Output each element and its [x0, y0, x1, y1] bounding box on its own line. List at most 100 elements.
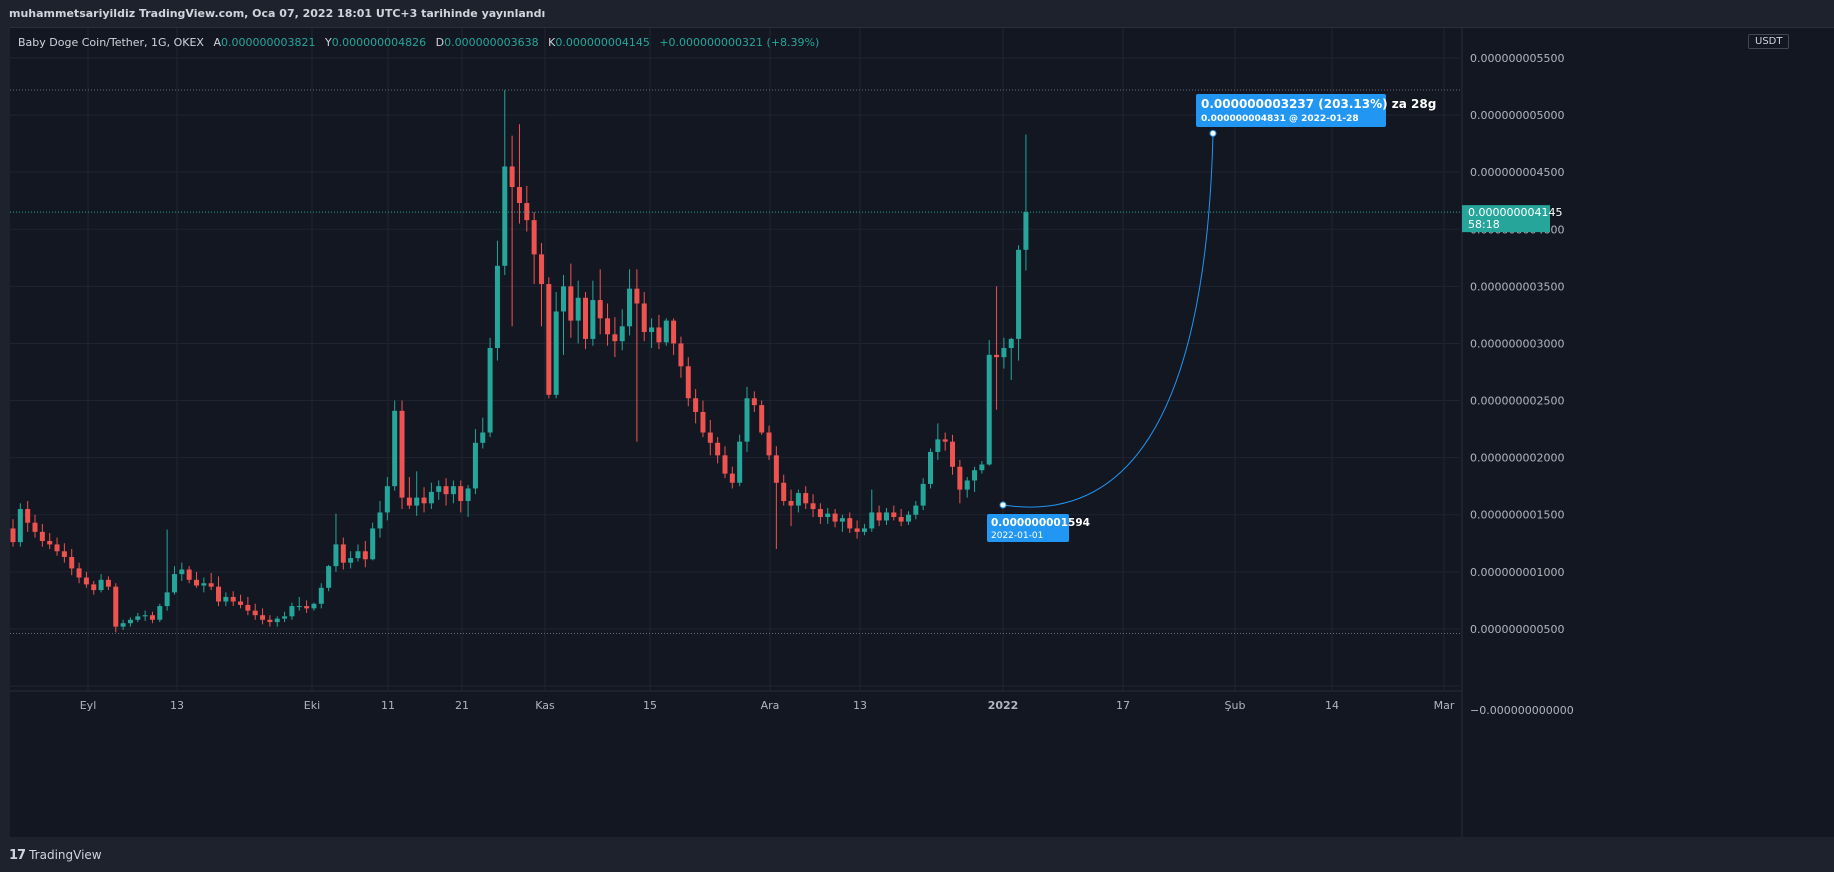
- tradingview-logo[interactable]: 17 TradingView: [9, 847, 102, 863]
- candle-body: [671, 320, 677, 344]
- candle-body: [223, 596, 229, 602]
- candle-body: [737, 441, 743, 483]
- candle-body: [854, 528, 860, 532]
- candle-body: [436, 486, 442, 492]
- candle-body: [296, 606, 302, 608]
- candle-body: [715, 442, 721, 456]
- candle-body: [839, 518, 845, 522]
- candle-body: [370, 528, 376, 560]
- chart-svg[interactable]: 0.000000005500 0.000000005000 0.0000000045…: [10, 28, 1834, 838]
- candle-body: [10, 528, 16, 543]
- candle-body: [693, 398, 699, 412]
- candle-body: [707, 432, 713, 443]
- measure-end-point: [1209, 129, 1217, 137]
- candle-body: [590, 300, 596, 339]
- candle-body: [171, 574, 177, 593]
- candle-body: [942, 439, 948, 442]
- high-value: 0.000000004826: [331, 36, 427, 49]
- candle-body: [91, 584, 97, 591]
- candle-body: [1001, 348, 1007, 358]
- candle-body: [157, 606, 163, 620]
- candle-body: [913, 505, 919, 515]
- candle-body: [252, 610, 258, 616]
- candle-body: [634, 288, 640, 304]
- currency-button[interactable]: USDT: [1748, 34, 1790, 49]
- candle-body: [450, 486, 456, 495]
- candle-body: [311, 603, 317, 609]
- measure-detail: 0.000000004831 @ 2022-01-28: [1201, 114, 1359, 124]
- candle-body: [773, 455, 779, 483]
- candle-body: [260, 615, 266, 620]
- chart-area[interactable]: 0.000000005500 0.000000005000 0.0000000045…: [10, 27, 1834, 838]
- candle-body: [39, 531, 45, 541]
- close-label: K: [548, 36, 556, 49]
- candle-body: [979, 464, 985, 471]
- candle-body: [149, 615, 155, 620]
- candle-body: [531, 220, 537, 255]
- candle-body: [553, 311, 559, 395]
- candle-body: [524, 203, 530, 221]
- candle-body: [700, 411, 706, 433]
- candle-body: [333, 544, 339, 567]
- candle-body: [575, 297, 581, 321]
- candle-body: [641, 303, 647, 333]
- candle-body: [546, 284, 552, 395]
- symbol-title: Baby Doge Coin/Tether, 1G, OKEX: [18, 36, 204, 49]
- time-axis-label: Mar: [1434, 699, 1455, 712]
- candles-group: [10, 89, 1029, 633]
- candle-body: [289, 606, 295, 617]
- candle-body: [282, 616, 288, 619]
- time-axis-label: Eyl: [80, 699, 97, 712]
- candle-body: [458, 486, 464, 502]
- time-axis-label: 14: [1325, 699, 1339, 712]
- candle-body: [751, 398, 757, 406]
- price-axis-label: 0.000000005500: [1470, 52, 1564, 65]
- low-value: 0.000000003638: [444, 36, 539, 49]
- published-header: muhammetsariyildiz TradingView.com, Oca …: [0, 0, 1834, 27]
- candle-body: [803, 493, 809, 504]
- candle-body: [1016, 249, 1022, 339]
- candle-body: [685, 366, 691, 399]
- candle-body: [597, 300, 603, 319]
- candle-body: [428, 491, 434, 504]
- candle-body: [105, 579, 111, 587]
- change-value: +0.000000000321 (+8.39%): [659, 36, 820, 49]
- candle-body: [612, 334, 618, 342]
- measure-curve: [1002, 133, 1214, 508]
- brand-text: TradingView: [29, 848, 102, 862]
- price-axis-label: 0.000000002000: [1470, 452, 1564, 465]
- candle-body: [1023, 212, 1029, 250]
- published-text: muhammetsariyildiz TradingView.com, Oca …: [9, 7, 546, 20]
- candle-body: [876, 512, 882, 521]
- candle-body: [201, 583, 207, 586]
- candle-body: [348, 558, 354, 563]
- candle-body: [972, 470, 978, 481]
- candle-body: [480, 432, 486, 443]
- candle-body: [656, 327, 662, 343]
- candle-body: [928, 451, 933, 484]
- price-axis-label: 0.000000004500: [1470, 166, 1564, 179]
- candle-body: [744, 398, 750, 442]
- candle-body: [142, 615, 148, 617]
- candle-body: [905, 514, 911, 522]
- candle-body: [583, 297, 589, 339]
- candle-body: [935, 439, 941, 452]
- candle-body: [986, 354, 992, 465]
- candle-body: [61, 551, 67, 557]
- open-label: A: [213, 36, 221, 49]
- symbol-legend: Baby Doge Coin/Tether, 1G, OKEX A 0.00000…: [18, 36, 825, 49]
- time-axis-label: Şub: [1225, 699, 1246, 712]
- candle-body: [883, 512, 889, 521]
- price-axis-label: 0.000000003500: [1470, 280, 1564, 293]
- high-label: Y: [324, 36, 332, 49]
- price-axis-label: 0.000000002500: [1470, 395, 1564, 408]
- time-axis-label: 21: [455, 699, 469, 712]
- candle-body: [795, 493, 801, 506]
- candle-body: [17, 509, 23, 543]
- candle-body: [54, 544, 60, 552]
- measure-change: 0.000000003237 (203.13%) za 28g: [1201, 97, 1436, 111]
- candle-body: [355, 551, 361, 559]
- candle-body: [788, 501, 794, 506]
- time-axis-label: 15: [643, 699, 657, 712]
- candle-body: [516, 187, 522, 204]
